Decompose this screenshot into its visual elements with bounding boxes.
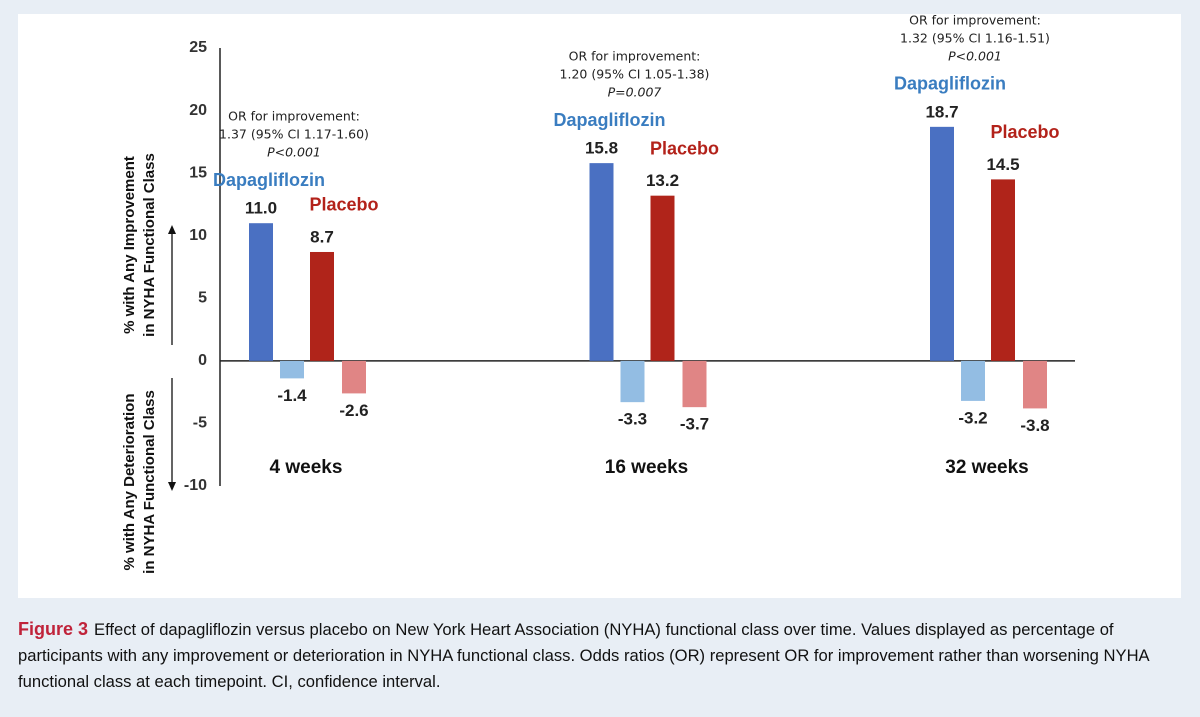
y-label: in NYHA Functional Class	[141, 153, 158, 337]
bar	[620, 360, 645, 403]
bar	[682, 360, 707, 408]
y-label: % with Any Deterioration	[121, 394, 138, 571]
value-label: -3.8	[1020, 416, 1049, 435]
annotation: OR for improvement:	[228, 109, 360, 124]
series-label: Dapagliflozin	[894, 74, 1006, 94]
annotation: 1.37 (95% CI 1.17-1.60)	[219, 127, 369, 142]
annotation: 1.20 (95% CI 1.05-1.38)	[560, 67, 710, 82]
y-tick-label: 0	[198, 352, 207, 369]
y-tick-label: 10	[189, 227, 207, 244]
value-label: -3.3	[618, 410, 647, 429]
y-tick-label: -10	[184, 477, 207, 494]
bar	[650, 195, 675, 361]
value-label: 14.5	[986, 155, 1019, 174]
down-arrowhead	[168, 482, 176, 491]
y-label: % with Any Improvement	[121, 156, 138, 334]
bar	[589, 163, 614, 361]
bar	[991, 179, 1015, 361]
caption: Figure 3 Effect of dapagliflozin versus p…	[18, 616, 1183, 695]
value-label: -2.6	[339, 401, 368, 420]
annotation: P<0.001	[267, 145, 321, 160]
caption-text: Effect of dapagliflozin versus placebo o…	[18, 620, 1149, 691]
x-tick-label: 16 weeks	[605, 457, 688, 478]
series-label: Placebo	[990, 122, 1059, 142]
y-tick-label: 15	[189, 164, 207, 181]
series-label: Placebo	[309, 195, 378, 215]
annotation: P=0.007	[608, 85, 662, 100]
series-label: Placebo	[650, 138, 719, 158]
annotation: OR for improvement:	[569, 49, 701, 64]
annotation: OR for improvement:	[909, 12, 1041, 27]
value-label: 11.0	[245, 199, 277, 218]
bar	[310, 251, 334, 361]
bar	[1023, 360, 1047, 409]
bar	[342, 360, 366, 394]
value-label: -3.2	[958, 408, 987, 427]
caption-label: Figure 3	[18, 619, 89, 639]
bar	[280, 360, 304, 379]
up-arrowhead	[168, 225, 176, 234]
bar	[249, 223, 273, 361]
value-label: -1.4	[277, 386, 307, 405]
value-label: -3.7	[680, 415, 709, 434]
y-label: in NYHA Functional Class	[141, 390, 158, 574]
series-label: Dapagliflozin	[554, 110, 666, 130]
annotation: P<0.001	[948, 48, 1002, 63]
y-tick-label: 20	[189, 102, 207, 119]
value-label: 13.2	[646, 171, 679, 190]
value-label: 18.7	[925, 102, 958, 121]
series-label: Dapagliflozin	[213, 170, 325, 190]
bar	[930, 126, 954, 361]
annotation: 1.32 (95% CI 1.16-1.51)	[900, 30, 1050, 45]
x-tick-label: 4 weeks	[270, 457, 343, 478]
y-tick-label: 5	[198, 290, 207, 307]
chart: % with Any Improvement in NYHA Functiona…	[121, 12, 1075, 574]
y-tick-label: -5	[193, 415, 207, 432]
bar	[961, 360, 985, 401]
x-tick-label: 32 weeks	[945, 457, 1028, 478]
value-label: 15.8	[585, 139, 618, 158]
y-tick-label: 25	[189, 39, 207, 56]
value-label: 8.7	[310, 227, 334, 246]
